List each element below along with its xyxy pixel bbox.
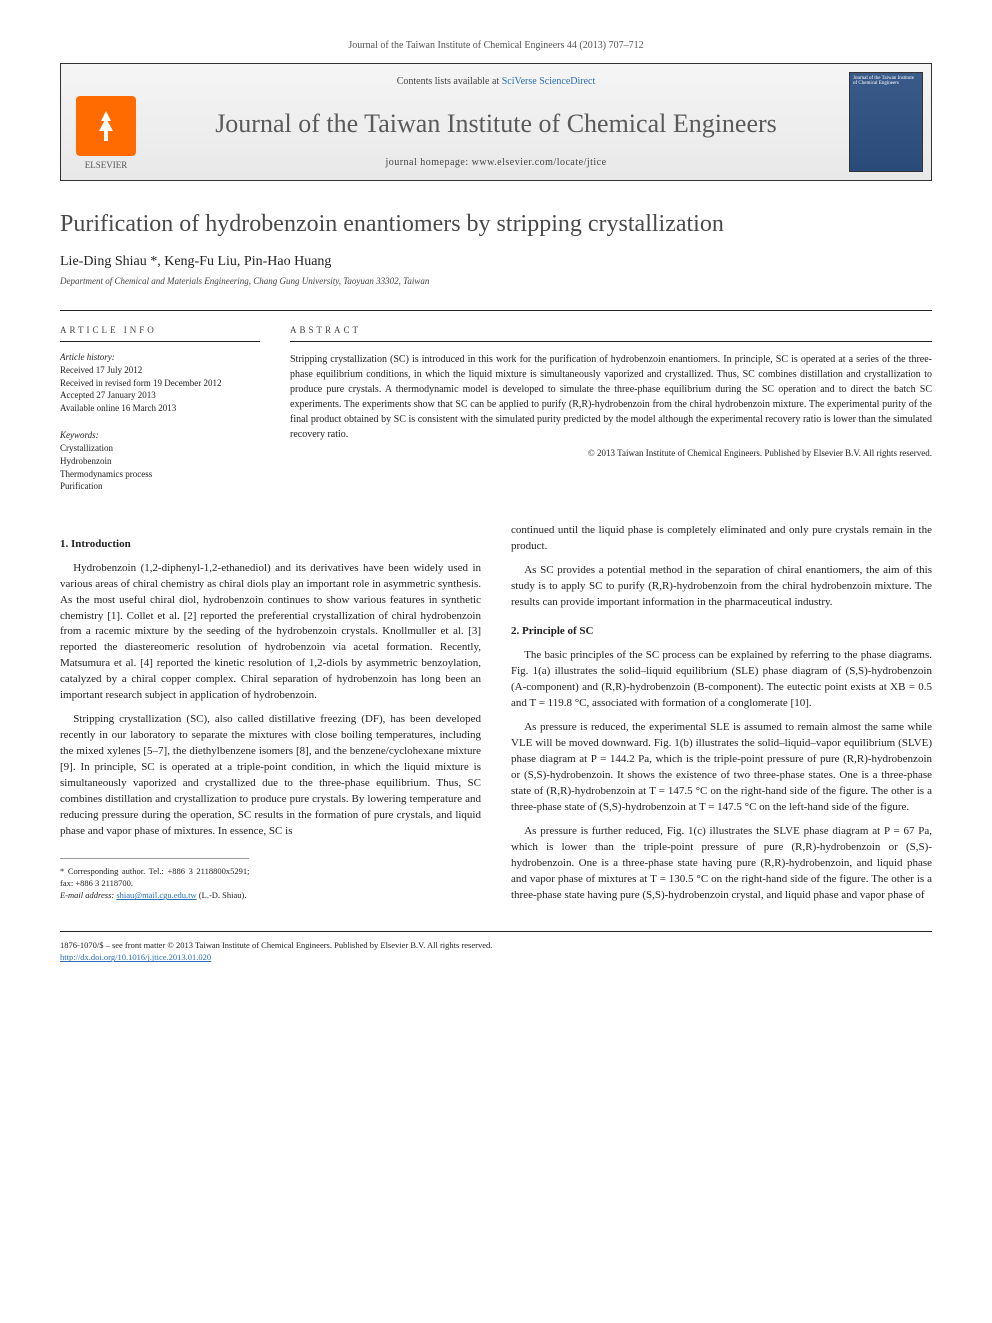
body-columns: 1. Introduction Hydrobenzoin (1,2-diphen… [60, 523, 932, 912]
keyword-item: Thermodynamics process [60, 468, 260, 481]
journal-cover-thumb: Journal of the Taiwan Institute of Chemi… [849, 72, 923, 172]
banner-center: Contents lists available at SciVerse Sci… [151, 64, 841, 180]
publisher-label: ELSEVIER [85, 160, 128, 170]
page-footer: 1876-1070/$ – see front matter © 2013 Ta… [60, 931, 932, 964]
corresponding-author-note: * Corresponding author. Tel.: +886 3 211… [60, 858, 249, 902]
body-paragraph: As pressure is reduced, the experimental… [511, 720, 932, 816]
homepage-prefix: journal homepage: [385, 157, 471, 168]
cover-thumb-block: Journal of the Taiwan Institute of Chemi… [841, 64, 931, 180]
accepted-date: Accepted 27 January 2013 [60, 389, 260, 402]
section-2-heading: 2. Principle of SC [511, 624, 932, 640]
doi-link[interactable]: http://dx.doi.org/10.1016/j.jtice.2013.0… [60, 952, 211, 962]
journal-name: Journal of the Taiwan Institute of Chemi… [161, 109, 831, 139]
keyword-item: Crystallization [60, 442, 260, 455]
received-date: Received 17 July 2012 [60, 364, 260, 377]
article-info-heading: ARTICLE INFO [60, 325, 260, 342]
homepage-line: journal homepage: www.elsevier.com/locat… [161, 157, 831, 168]
body-paragraph: As SC provides a potential method in the… [511, 563, 932, 611]
running-header: Journal of the Taiwan Institute of Chemi… [60, 40, 932, 51]
body-col-right: continued until the liquid phase is comp… [511, 523, 932, 912]
abstract-copyright: © 2013 Taiwan Institute of Chemical Engi… [290, 448, 932, 458]
online-date: Available online 16 March 2013 [60, 402, 260, 415]
sciencedirect-link[interactable]: SciVerse ScienceDirect [502, 76, 596, 87]
author-list: Lie-Ding Shiau *, Keng-Fu Liu, Pin-Hao H… [60, 254, 932, 270]
body-paragraph: Stripping crystallization (SC), also cal… [60, 712, 481, 840]
body-paragraph: As pressure is further reduced, Fig. 1(c… [511, 824, 932, 904]
body-paragraph: continued until the liquid phase is comp… [511, 523, 932, 555]
body-paragraph: The basic principles of the SC process c… [511, 648, 932, 712]
body-paragraph: Hydrobenzoin (1,2-diphenyl-1,2-ethanedio… [60, 561, 481, 704]
abstract-block: ABSTRACT Stripping crystallization (SC) … [290, 325, 932, 493]
publisher-block: ELSEVIER [61, 64, 151, 180]
keywords-label: Keywords: [60, 430, 260, 440]
corr-email-line: E-mail address: shiau@mail.cgu.edu.tw (L… [60, 889, 249, 901]
contents-prefix: Contents lists available at [397, 76, 502, 87]
article-title: Purification of hydrobenzoin enantiomers… [60, 211, 932, 238]
info-abstract-row: ARTICLE INFO Article history: Received 1… [60, 310, 932, 493]
body-col-left: 1. Introduction Hydrobenzoin (1,2-diphen… [60, 523, 481, 912]
elsevier-tree-icon [76, 96, 136, 156]
abstract-heading: ABSTRACT [290, 325, 932, 342]
revised-date: Received in revised form 19 December 201… [60, 377, 260, 390]
email-label: E-mail address: [60, 890, 116, 900]
history-label: Article history: [60, 352, 260, 362]
email-suffix: (L.-D. Shiau). [197, 890, 247, 900]
issn-copyright: 1876-1070/$ – see front matter © 2013 Ta… [60, 940, 932, 952]
journal-banner: ELSEVIER Contents lists available at Sci… [60, 63, 932, 181]
keyword-item: Hydrobenzoin [60, 455, 260, 468]
homepage-url[interactable]: www.elsevier.com/locate/jtice [472, 157, 607, 168]
corr-email[interactable]: shiau@mail.cgu.edu.tw [116, 890, 196, 900]
keyword-item: Purification [60, 480, 260, 493]
contents-line: Contents lists available at SciVerse Sci… [161, 76, 831, 87]
article-info-block: ARTICLE INFO Article history: Received 1… [60, 325, 260, 493]
section-1-heading: 1. Introduction [60, 537, 481, 553]
affiliation: Department of Chemical and Materials Eng… [60, 276, 932, 286]
corr-phone: * Corresponding author. Tel.: +886 3 211… [60, 865, 249, 890]
abstract-text: Stripping crystallization (SC) is introd… [290, 352, 932, 442]
keywords-block: Keywords: Crystallization Hydrobenzoin T… [60, 430, 260, 492]
